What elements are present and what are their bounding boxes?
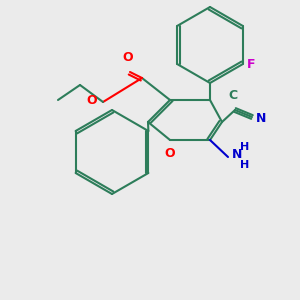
Text: N: N [256,112,266,125]
Text: F: F [247,58,255,70]
Text: H: H [240,142,249,152]
Text: N: N [232,148,242,161]
Text: O: O [165,147,175,160]
Text: O: O [86,94,97,106]
Text: C: C [228,89,238,102]
Text: H: H [240,160,249,170]
Text: O: O [123,51,133,64]
